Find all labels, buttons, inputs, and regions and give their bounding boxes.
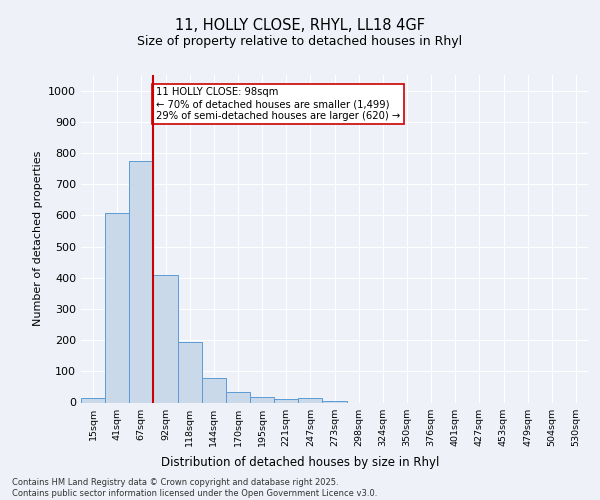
Bar xyxy=(226,392,250,402)
Text: Contains HM Land Registry data © Crown copyright and database right 2025.
Contai: Contains HM Land Registry data © Crown c… xyxy=(12,478,377,498)
Bar xyxy=(250,397,274,402)
Bar xyxy=(298,398,322,402)
Bar xyxy=(202,378,226,402)
Bar xyxy=(274,399,298,402)
Text: 11, HOLLY CLOSE, RHYL, LL18 4GF: 11, HOLLY CLOSE, RHYL, LL18 4GF xyxy=(175,18,425,32)
Text: Distribution of detached houses by size in Rhyl: Distribution of detached houses by size … xyxy=(161,456,439,469)
Text: 11 HOLLY CLOSE: 98sqm
← 70% of detached houses are smaller (1,499)
29% of semi-d: 11 HOLLY CLOSE: 98sqm ← 70% of detached … xyxy=(156,88,400,120)
Bar xyxy=(178,342,202,402)
Bar xyxy=(129,161,154,402)
Bar xyxy=(81,398,105,402)
Bar xyxy=(322,401,347,402)
Text: Size of property relative to detached houses in Rhyl: Size of property relative to detached ho… xyxy=(137,35,463,48)
Y-axis label: Number of detached properties: Number of detached properties xyxy=(32,151,43,326)
Bar xyxy=(105,213,129,402)
Bar xyxy=(154,274,178,402)
